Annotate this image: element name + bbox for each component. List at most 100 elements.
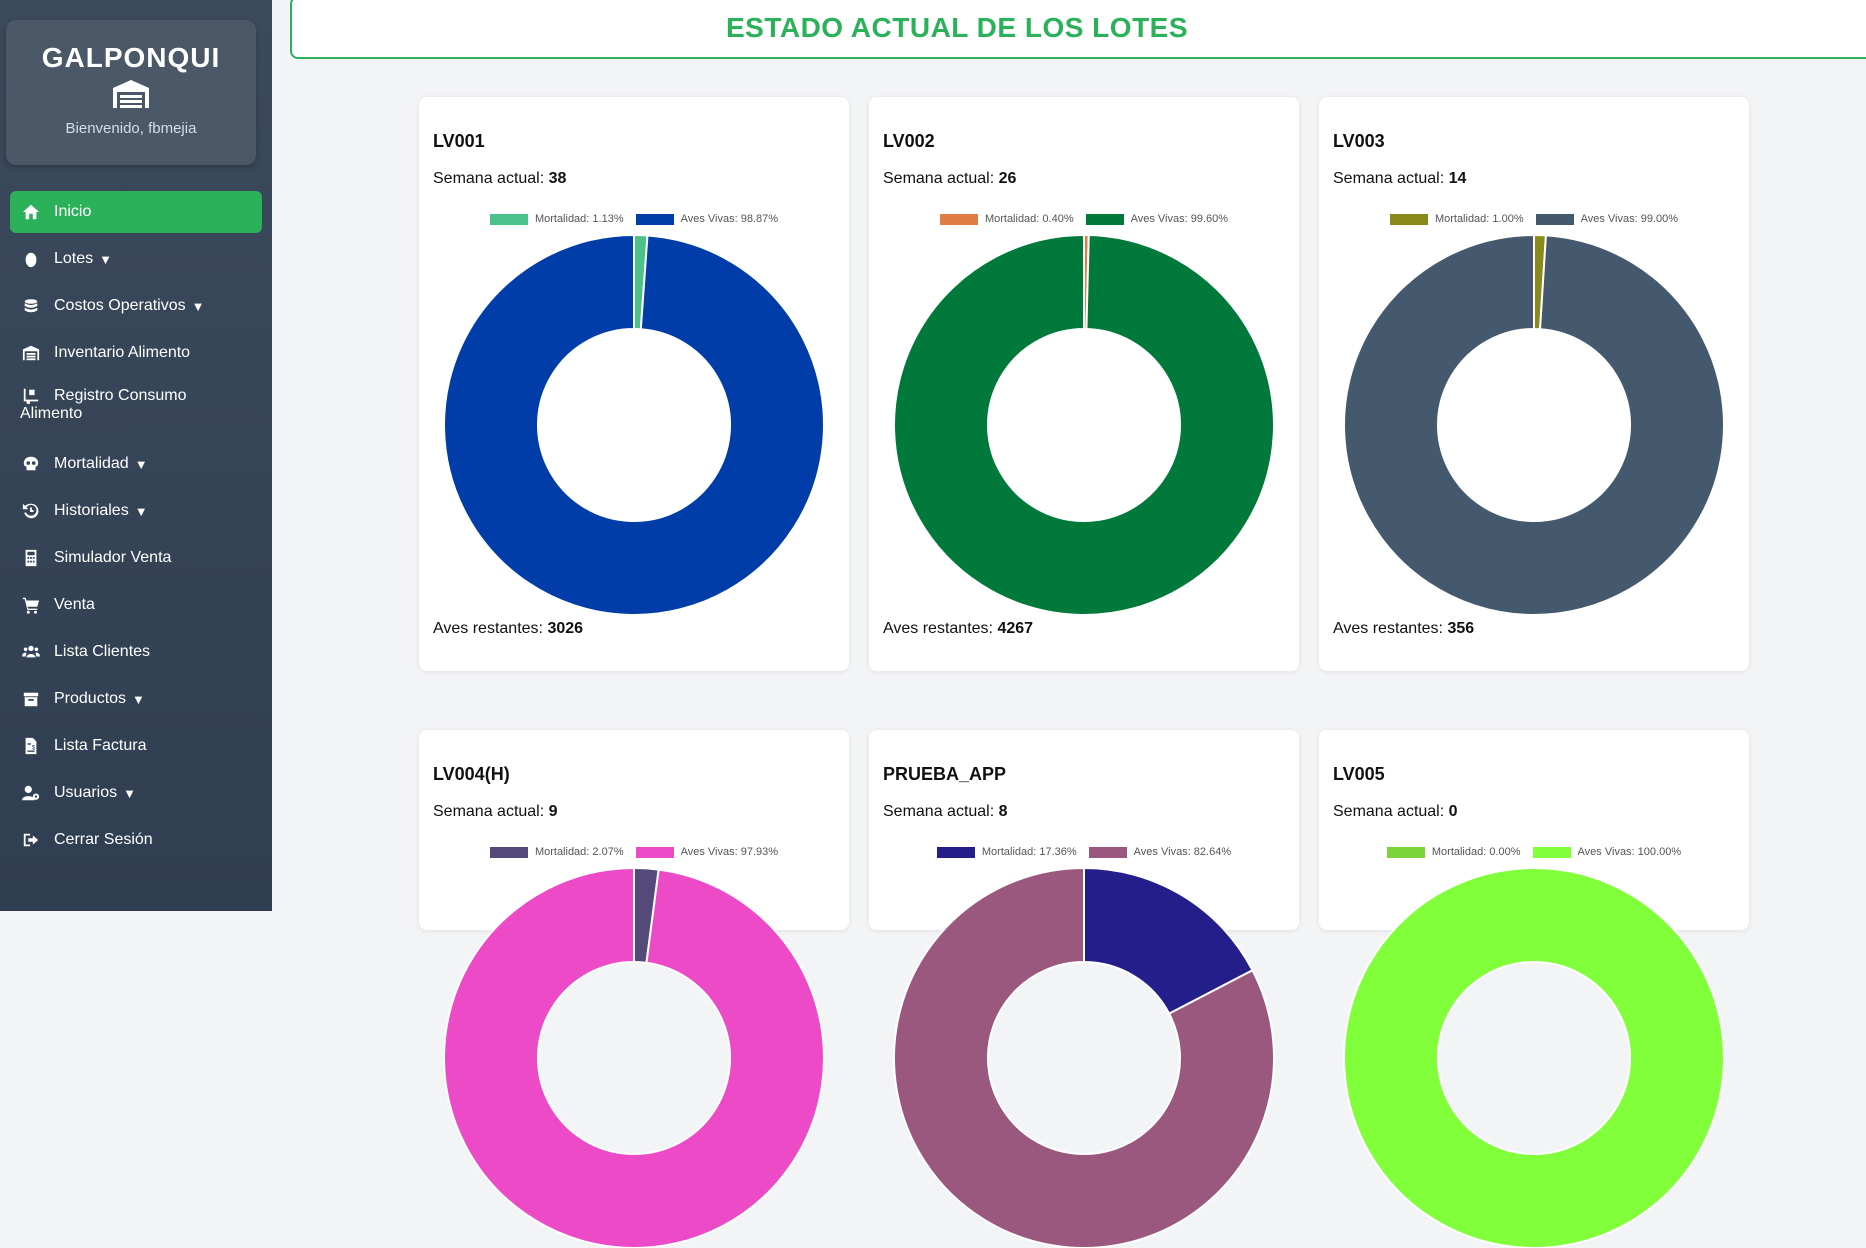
week-label: Semana actual:	[1333, 803, 1445, 820]
current-week: Semana actual: 8	[883, 803, 1008, 821]
sidebar-item-productos[interactable]: Productos ▼	[10, 678, 262, 720]
chart-legend: Mortalidad: 1.13% Aves Vivas: 98.87%	[419, 213, 849, 225]
brand-panel: GALPONQUI Bienvenido, fbmejia	[6, 20, 256, 165]
lot-name: LV004(H)	[433, 764, 510, 784]
chart-legend: Mortalidad: 0.40% Aves Vivas: 99.60%	[869, 213, 1299, 225]
sidebar-item-inicio[interactable]: Inicio	[10, 191, 262, 233]
sidebar-item-costos-operativos[interactable]: Costos Operativos ▼	[10, 285, 262, 327]
legend-item-aves-vivas[interactable]: Aves Vivas: 100.00%	[1532, 846, 1682, 858]
sidebar-item-venta[interactable]: Venta	[10, 584, 262, 626]
legend-label-aves-vivas: Aves Vivas: 82.64%	[1133, 846, 1232, 858]
donut-slice-aves-vivas[interactable]	[1342, 867, 1725, 1248]
app-name: GALPONQUI	[41, 42, 221, 73]
sidebar-item-label: Inventario Alimento	[54, 344, 191, 361]
cart-icon	[20, 596, 42, 614]
sidebar-item-label-wrap: Registro Consumo Alimento	[20, 387, 187, 423]
users-icon	[20, 643, 42, 661]
legend-swatch-aves-vivas	[1088, 846, 1127, 858]
user-cog-icon	[20, 784, 42, 802]
legend-item-aves-vivas[interactable]: Aves Vivas: 82.64%	[1088, 846, 1232, 858]
legend-label-mortalidad: Mortalidad: 0.40%	[984, 213, 1074, 225]
current-week: Semana actual: 9	[433, 803, 558, 821]
legend-item-aves-vivas[interactable]: Aves Vivas: 99.60%	[1085, 213, 1229, 225]
sidebar-item-inventario-alimento[interactable]: Inventario Alimento	[10, 332, 262, 374]
calculator-icon	[20, 549, 42, 567]
donut-chart	[443, 866, 825, 1248]
sidebar-item-usuarios[interactable]: Usuarios ▼	[10, 772, 262, 814]
week-value: 26	[998, 170, 1017, 187]
sidebar-item-label: Cerrar Sesión	[54, 831, 153, 848]
legend-swatch-mortalidad	[936, 846, 975, 858]
remaining-birds: Aves restantes: 356	[1333, 620, 1474, 638]
sidebar-item-label: Costos Operativos	[54, 297, 186, 314]
chart-legend: Mortalidad: 2.07% Aves Vivas: 97.93%	[419, 846, 849, 858]
remaining-value: 356	[1447, 620, 1475, 637]
remaining-label: Aves restantes:	[883, 620, 993, 637]
sidebar-nav: Inicio Lotes ▼ Costos Operativos ▼ Inven…	[0, 191, 272, 866]
sidebar-item-label: Historiales	[54, 502, 129, 519]
legend-item-mortalidad[interactable]: Mortalidad: 1.13%	[489, 213, 624, 225]
legend-swatch-aves-vivas	[635, 846, 674, 858]
legend-label-aves-vivas: Aves Vivas: 97.93%	[680, 846, 779, 858]
lot-card: LV003 Semana actual: 14 Mortalidad: 1.00…	[1319, 97, 1749, 671]
legend-label-aves-vivas: Aves Vivas: 100.00%	[1577, 846, 1682, 858]
legend-swatch-mortalidad	[1389, 213, 1428, 225]
sidebar-item-historiales[interactable]: Historiales ▼	[10, 490, 262, 532]
legend-swatch-mortalidad	[489, 846, 528, 858]
donut-slice-aves-vivas[interactable]	[443, 866, 825, 1248]
legend-item-aves-vivas[interactable]: Aves Vivas: 99.00%	[1535, 213, 1678, 225]
lot-card: LV005 Semana actual: 0 Mortalidad: 0.00%…	[1319, 730, 1749, 1248]
box-icon	[20, 690, 42, 708]
legend-item-mortalidad[interactable]: Mortalidad: 2.07%	[489, 846, 624, 858]
chart-legend: Mortalidad: 0.00% Aves Vivas: 100.00%	[1319, 846, 1749, 858]
welcome-text: Bienvenido, fbmejia	[65, 120, 197, 137]
sidebar-item-mortalidad[interactable]: Mortalidad ▼	[10, 443, 262, 485]
sidebar-item-cerrar-sesion[interactable]: Cerrar Sesión	[10, 819, 262, 861]
sidebar-item-label: Usuarios	[54, 784, 118, 801]
legend-item-aves-vivas[interactable]: Aves Vivas: 97.93%	[635, 846, 779, 858]
legend-item-mortalidad[interactable]: Mortalidad: 17.36%	[936, 846, 1077, 858]
week-value: 8	[998, 803, 1008, 820]
sidebar-item-lotes[interactable]: Lotes ▼	[10, 238, 262, 280]
current-week: Semana actual: 26	[883, 170, 1016, 188]
legend-item-mortalidad[interactable]: Mortalidad: 0.40%	[939, 213, 1074, 225]
remaining-birds: Aves restantes: 3026	[433, 620, 583, 638]
chevron-down-icon: ▼	[134, 503, 148, 519]
lot-name: LV003	[1333, 131, 1385, 151]
week-label: Semana actual:	[433, 170, 545, 187]
current-week: Semana actual: 0	[1333, 803, 1458, 821]
warehouse-logo-icon	[113, 80, 149, 108]
sidebar: GALPONQUI Bienvenido, fbmejia Inicio Lot…	[0, 0, 272, 911]
legend-item-mortalidad[interactable]: Mortalidad: 0.00%	[1386, 846, 1521, 858]
chevron-down-icon: ▼	[134, 456, 148, 472]
egg-icon	[20, 250, 42, 268]
remaining-label: Aves restantes:	[1333, 620, 1443, 637]
sidebar-item-simulador-venta[interactable]: Simulador Venta	[10, 537, 262, 579]
donut-chart	[893, 233, 1275, 616]
week-value: 14	[1448, 170, 1467, 187]
legend-item-mortalidad[interactable]: Mortalidad: 1.00%	[1389, 213, 1524, 225]
sign-out-icon	[20, 831, 42, 849]
sidebar-item-lista-factura[interactable]: $ Lista Factura	[10, 725, 262, 767]
week-label: Semana actual:	[433, 803, 545, 820]
donut-chart	[1343, 233, 1725, 616]
legend-label-mortalidad: Mortalidad: 1.00%	[1434, 213, 1524, 225]
week-value: 0	[1448, 803, 1458, 820]
donut-chart	[893, 866, 1275, 1248]
donut-slice-aves-vivas[interactable]	[893, 233, 1275, 616]
donut-slice-aves-vivas[interactable]	[443, 233, 825, 616]
donut-chart	[1342, 867, 1725, 1248]
chevron-down-icon: ▼	[132, 691, 145, 707]
page-header: ESTADO ACTUAL DE LOS LOTES	[290, 0, 1866, 59]
sidebar-item-registro-consumo-alimento[interactable]: Registro Consumo Alimento	[10, 379, 262, 437]
legend-swatch-mortalidad	[939, 213, 978, 225]
sidebar-item-label: Registro Consumo	[54, 387, 187, 404]
legend-item-aves-vivas[interactable]: Aves Vivas: 98.87%	[635, 213, 778, 225]
sidebar-item-label: Venta	[54, 596, 95, 613]
warehouse-icon	[20, 344, 42, 362]
legend-label-aves-vivas: Aves Vivas: 99.60%	[1130, 213, 1229, 225]
remaining-birds: Aves restantes: 4267	[883, 620, 1033, 638]
donut-slice-aves-vivas[interactable]	[1343, 233, 1725, 616]
sidebar-item-lista-clientes[interactable]: Lista Clientes	[10, 631, 262, 673]
chevron-down-icon: ▼	[123, 785, 137, 801]
